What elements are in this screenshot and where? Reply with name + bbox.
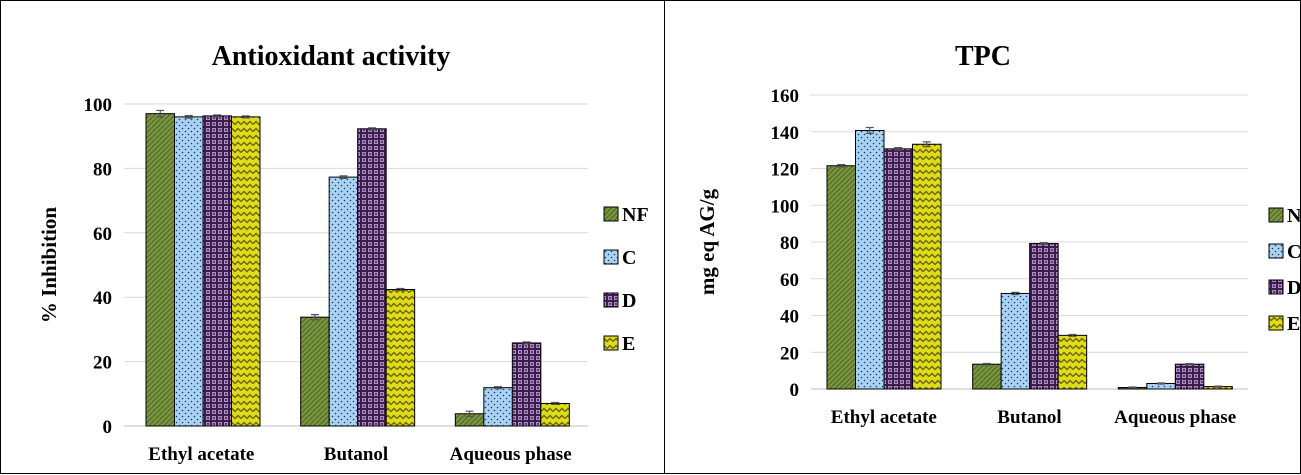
y-tick-label: 140 xyxy=(771,123,800,144)
bar-e-ethyl-acetate xyxy=(912,143,942,390)
y-tick-label: 20 xyxy=(93,353,112,374)
error-bar-c-ethyl-acetate xyxy=(184,114,193,119)
legend-swatch-c xyxy=(1268,243,1284,259)
legend-label-nf: NF xyxy=(622,204,649,226)
x-category-label: Aqueous phase xyxy=(1114,407,1236,428)
antioxidant-chart: Antioxidant activity 0 20 40 60 80 100 % Inhibi… xyxy=(37,41,649,465)
bar-e-aqueous-phase xyxy=(540,402,570,427)
x-category-label: Aqueous phase xyxy=(450,444,572,465)
y-tick-label: 80 xyxy=(93,159,112,180)
y-tick-label: 20 xyxy=(780,343,799,364)
y-tick-label: 60 xyxy=(93,224,112,245)
error-bar-d-butanol xyxy=(1039,242,1048,245)
error-bar-nf-aqueous-phase xyxy=(465,410,474,417)
y-tick-label: 120 xyxy=(771,160,800,181)
error-bar-c-aqueous-phase xyxy=(1157,382,1166,385)
y-tick-label: 80 xyxy=(780,233,799,254)
y-tick-label: 0 xyxy=(103,417,113,438)
bar-e-butanol xyxy=(385,288,416,427)
error-bar-e-butanol xyxy=(396,287,405,292)
y-tick-label: 60 xyxy=(780,270,799,291)
tpc-chart-panel: TPC 0 20 40 60 80 100 120 140 160 mg eq AG/g Ethyl … xyxy=(664,0,1301,474)
x-category-label: Ethyl acetate xyxy=(148,444,254,465)
error-bar-nf-ethyl-acetate xyxy=(156,109,165,118)
error-bar-d-butanol xyxy=(367,127,376,131)
error-bar-e-ethyl-acetate xyxy=(922,141,931,148)
error-bar-c-ethyl-acetate xyxy=(865,126,874,135)
error-bar-e-butanol xyxy=(1068,333,1077,337)
bar-e-butanol xyxy=(1057,334,1088,390)
bar-nf-butanol xyxy=(300,316,330,427)
y-tick-label: 40 xyxy=(780,307,799,328)
bar-d-ethyl-acetate xyxy=(883,148,913,390)
error-bar-e-ethyl-acetate xyxy=(241,115,250,119)
legend-swatch-nf xyxy=(1268,207,1284,223)
bar-c-butanol xyxy=(328,176,359,427)
legend-label-nf: NF xyxy=(1287,205,1300,227)
y-tick-label: 40 xyxy=(93,288,112,309)
tpc-chart: TPC 0 20 40 60 80 100 120 140 160 mg eq AG/g Ethyl … xyxy=(695,41,1300,428)
y-tick-label: 100 xyxy=(771,196,800,217)
chart-title: Antioxidant activity xyxy=(212,41,451,72)
legend-swatch-e xyxy=(603,335,619,351)
y-tick-label: 100 xyxy=(84,95,113,116)
legend-swatch-c xyxy=(603,249,619,265)
bar-nf-ethyl-acetate xyxy=(145,113,175,427)
x-category-label: Butanol xyxy=(997,407,1061,428)
legend-swatch-nf xyxy=(603,206,619,222)
error-bar-c-aqueous-phase xyxy=(494,386,503,390)
chart-title: TPC xyxy=(955,41,1011,72)
x-category-label: Butanol xyxy=(324,444,388,465)
error-bar-e-aqueous-phase xyxy=(1214,385,1223,388)
legend-label-e: E xyxy=(622,333,635,355)
bar-c-aqueous-phase xyxy=(483,387,513,427)
legend-swatch-d xyxy=(603,292,619,308)
y-axis-title: % Inhibition xyxy=(37,207,61,323)
error-bar-nf-ethyl-acetate xyxy=(837,164,846,168)
error-bar-d-aqueous-phase xyxy=(1185,363,1194,366)
legend-label-d: D xyxy=(1287,277,1300,299)
bar-d-butanol xyxy=(357,128,387,427)
error-bar-e-aqueous-phase xyxy=(551,401,560,406)
error-bar-nf-butanol xyxy=(310,313,319,321)
y-axis-title: mg eq AG/g xyxy=(695,188,719,295)
bar-c-butanol xyxy=(1000,292,1031,390)
error-bar-c-butanol xyxy=(339,175,348,179)
legend-label-d: D xyxy=(622,290,636,312)
legend-label-c: C xyxy=(1287,241,1300,263)
x-category-label: Ethyl acetate xyxy=(831,407,937,428)
error-bar-nf-butanol xyxy=(982,362,991,366)
bar-d-aqueous-phase xyxy=(511,342,542,427)
bar-nf-butanol xyxy=(972,363,1002,390)
error-bar-d-ethyl-acetate xyxy=(894,146,903,151)
bar-e-ethyl-acetate xyxy=(231,116,261,427)
bar-c-ethyl-acetate xyxy=(855,129,885,390)
error-bar-d-aqueous-phase xyxy=(522,341,531,345)
legend-label-c: C xyxy=(622,247,636,269)
error-bar-nf-aqueous-phase xyxy=(1128,386,1137,389)
error-bar-c-butanol xyxy=(1011,291,1020,296)
bar-d-butanol xyxy=(1029,242,1059,390)
y-tick-label: 160 xyxy=(771,86,800,107)
legend-swatch-e xyxy=(1268,315,1284,331)
bar-c-ethyl-acetate xyxy=(174,116,204,427)
bar-nf-ethyl-acetate xyxy=(826,165,856,390)
y-tick-label: 0 xyxy=(790,380,800,401)
bar-d-aqueous-phase xyxy=(1174,363,1205,390)
legend-swatch-d xyxy=(1268,279,1284,295)
antioxidant-chart-panel: Antioxidant activity 0 20 40 60 80 100 % Inhibi… xyxy=(0,0,665,474)
bar-d-ethyl-acetate xyxy=(202,115,232,427)
error-bar-d-ethyl-acetate xyxy=(213,114,222,118)
legend-label-e: E xyxy=(1287,313,1300,335)
